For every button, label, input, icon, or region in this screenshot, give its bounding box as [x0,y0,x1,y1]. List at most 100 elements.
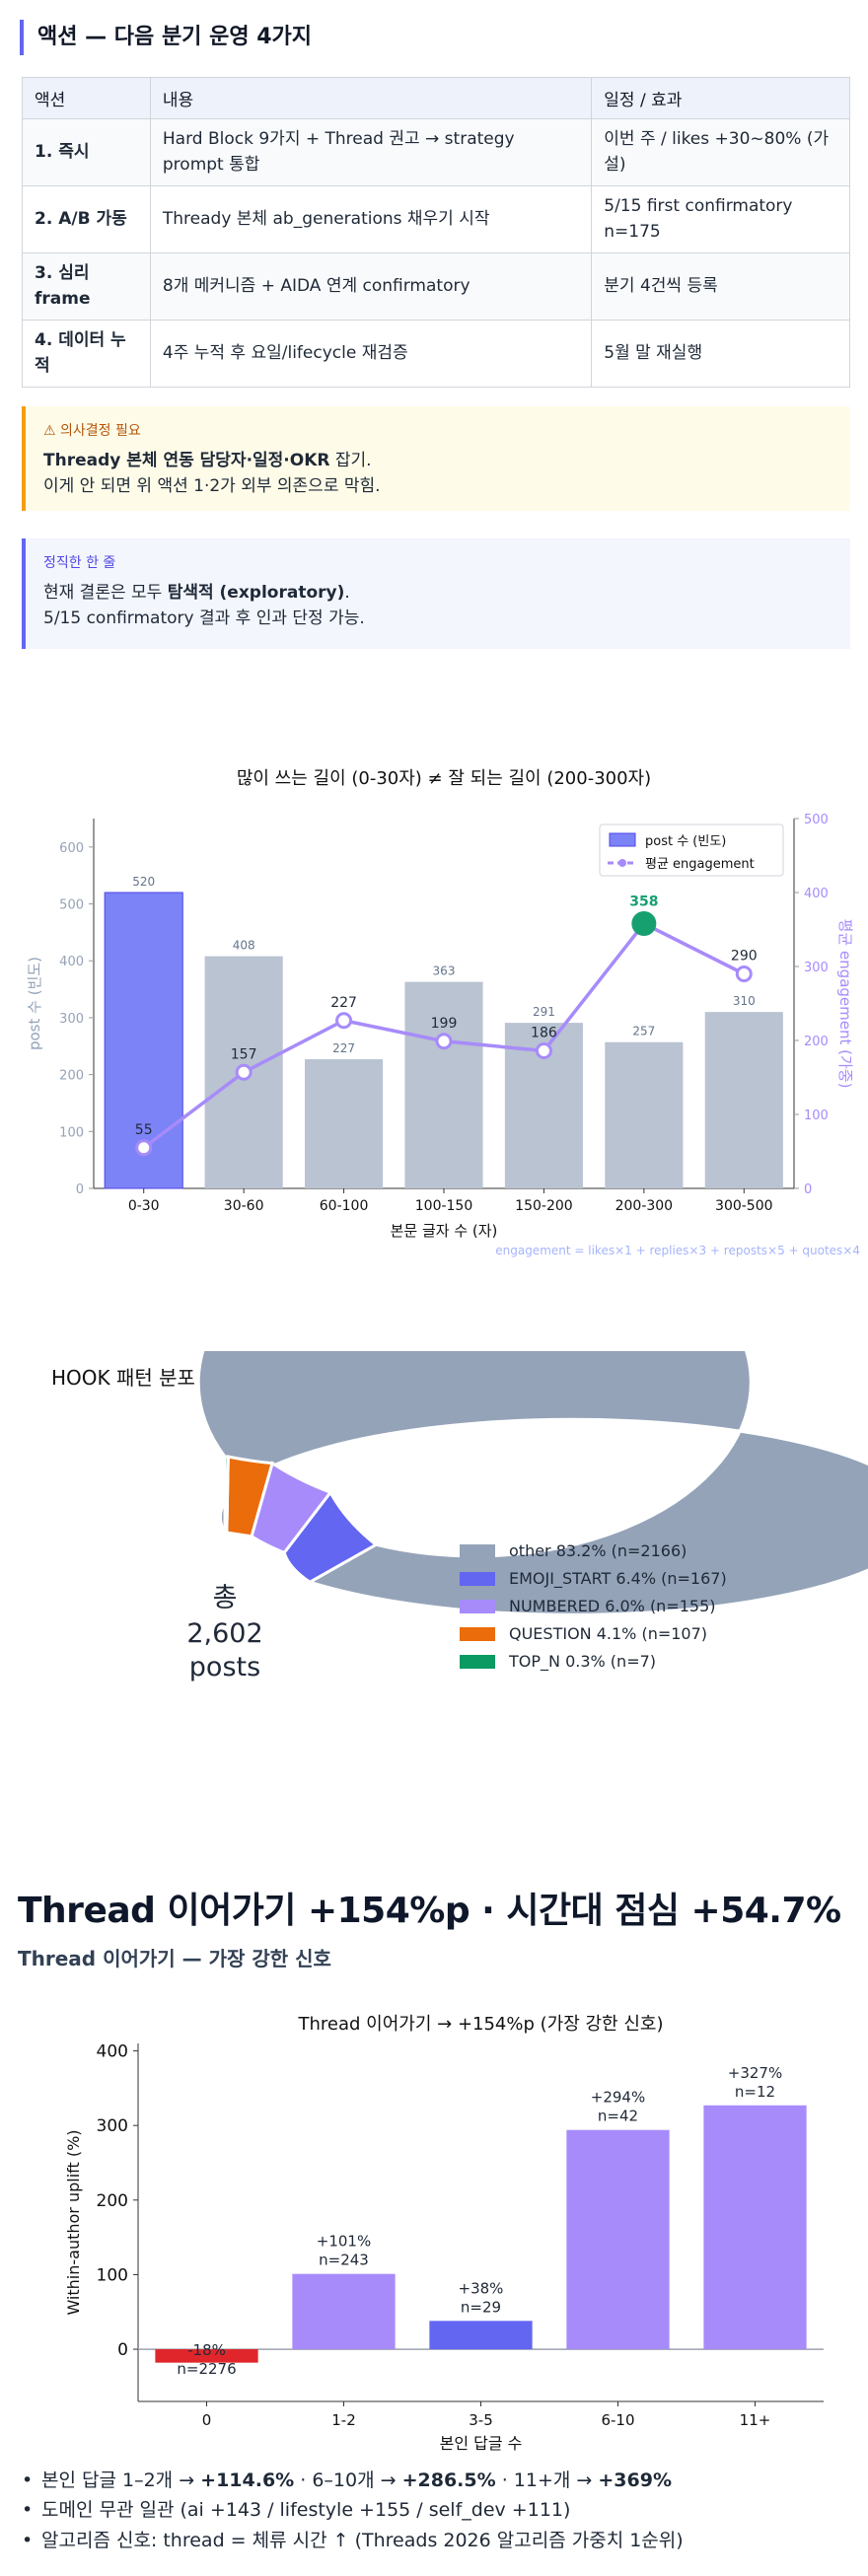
decision-callout-line1: Thready 본체 연동 담당자·일정·OKR 잡기. [43,448,832,473]
actions-table: 액션 내용 일정 / 효과 1. 즉시 Hard Block 9가지 + Thr… [22,77,850,388]
note-bold: +114.6% [200,2469,295,2491]
bar-value-label: 291 [533,1005,555,1019]
legend-swatch [460,1572,495,1586]
engagement-point [735,966,753,982]
x-tick-label: 150-200 [515,1198,573,1214]
engagement-value-label: 199 [431,1016,458,1032]
chart-legend: post 수 (빈도) 평균 engagement [599,823,784,877]
bar-count-label: n=243 [319,2252,369,2269]
note-bold: +369% [598,2469,672,2491]
legend-label: NUMBERED 6.0% (n=155) [509,1597,716,1615]
engagement-point [135,1139,153,1157]
x-tick-label: 300-500 [715,1198,773,1214]
engagement-value-label: 157 [231,1046,257,1062]
honest-callout-line1: 현재 결론은 모두 탐색적 (exploratory). [43,580,832,606]
x-tick-label: 0 [202,2411,212,2429]
x-tick-label: 100-150 [415,1198,473,1214]
y2-tick-label: 0 [804,1182,812,1197]
legend-label: TOP_N 0.3% (n=7) [508,1652,656,1672]
table-row: 3. 심리 frame 8개 메커니즘 + AIDA 연계 confirmato… [22,252,850,321]
bar [155,2349,258,2363]
bar-value-label: 310 [733,994,756,1008]
donut-slice [223,1455,230,1535]
legend-swatch [460,1627,495,1641]
honest-post-text: . [344,583,350,603]
x-tick-label: 11+ [740,2411,771,2429]
x-tick-label: 0-30 [128,1198,160,1214]
column-header: 내용 [149,77,593,119]
donut-slice [196,1351,868,1616]
legend-swatch-marker [618,859,626,867]
decision-callout: ⚠ 의사결정 필요 Thready 본체 연동 담당자·일정·OKR 잡기. 이… [22,406,850,511]
bar-count-label: n=29 [461,2298,501,2316]
bar-count-label: n=12 [735,2083,775,2101]
action-cell: 1. 즉시 [22,118,151,186]
honest-callout: 정직한 한 줄 현재 결론은 모두 탐색적 (exploratory). 5/1… [22,538,850,649]
action-cell: 2. A/B 가동 [22,185,151,253]
engagement-value-label: 186 [531,1026,557,1041]
engagement-value-label: 358 [629,894,658,910]
y2-axis-label: 평균 engagement (가중) [836,919,854,1089]
donut-center-label: 총 [213,1583,238,1613]
note-bold: +286.5% [401,2469,496,2491]
honest-callout-title: 정직한 한 줄 [43,555,116,571]
x-axis-label: 본문 글자 수 (자) [391,1222,498,1240]
donut-center-unit: posts [189,1652,260,1682]
bar [104,892,183,1189]
note-text: · 11+개 → [495,2469,599,2491]
y-tick-label: 400 [97,2042,128,2062]
y2-tick-label: 500 [804,813,829,827]
list-item: 본인 답글 1–2개 → +114.6% · 6–10개 → +286.5% ·… [20,2466,848,2496]
thread-section-heading: Thread 이어가기 +154%p · 시간대 점심 +54.7% [18,1891,841,1931]
x-tick-label: 200-300 [615,1198,674,1214]
table-row: 2. A/B 가동 Thready 본체 ab_generations 채우기 … [22,185,850,253]
x-axis-label: 본인 답글 수 [440,2434,523,2453]
y2-tick-label: 200 [804,1035,829,1049]
content-cell: 4주 누적 후 요일/lifecycle 재검증 [149,320,593,388]
engagement-value-label: 227 [330,995,357,1011]
y-tick-label: 200 [97,2191,128,2211]
chart-footnote: engagement = likes×1 + replies×3 + repos… [495,1244,860,1257]
action-cell: 3. 심리 frame [22,252,151,321]
bar [292,2273,396,2350]
x-tick-label: 30-60 [224,1198,264,1214]
x-tick-label: 1-2 [331,2411,356,2429]
bar [703,2105,807,2350]
engagement-point [335,1012,353,1030]
findings-list: 본인 답글 1–2개 → +114.6% · 6–10개 → +286.5% ·… [20,2466,848,2556]
legend-label: other 83.2% (n=2166) [509,1541,687,1560]
bar-count-label: n=2276 [177,2360,236,2378]
note-text: 본인 답글 1–2개 → [41,2469,201,2491]
action-cell: 4. 데이터 누적 [22,320,151,388]
honest-bold-text: 탐색적 (exploratory) [167,583,345,603]
engagement-point [235,1063,253,1081]
actions-heading: 액션 — 다음 분기 운영 4가지 [20,20,848,55]
legend-label: 평균 engagement [645,857,755,872]
y-tick-label: 300 [97,2116,128,2136]
engagement-point [631,911,657,936]
y2-tick-label: 100 [804,1109,829,1123]
legend-label: QUESTION 4.1% (n=107) [509,1624,707,1643]
bar-value-label: +294% [591,2089,645,2107]
table-row: 1. 즉시 Hard Block 9가지 + Thread 권고 → strat… [22,118,850,186]
y-tick-label: 200 [59,1069,84,1084]
content-cell: Thready 본체 ab_generations 채우기 시작 [149,185,593,253]
y-axis-label: post 수 (빈도) [26,957,43,1050]
length-engagement-chart: 많이 쓰는 길이 (0-30자) ≠ 잘 되는 길이 (200-300자) 0 10… [26,768,860,1257]
bar-value-label: 363 [433,965,456,978]
bar [404,981,483,1188]
bar-count-label: n=42 [598,2108,638,2125]
thread-section-subheading: Thread 이어가기 — 가장 강한 신호 [18,1947,331,1970]
note-text: · 6–10개 → [294,2469,402,2491]
table-row: 4. 데이터 누적 4주 누적 후 요일/lifecycle 재검증 5월 말 … [22,320,850,388]
decision-callout-line2: 이게 안 되면 위 액션 1·2가 외부 의존으로 막힘. [43,476,381,497]
x-tick-label: 60-100 [320,1198,369,1214]
legend-box [599,823,784,877]
hook-pattern-donut-chart: HOOK 패턴 분포 — 'other'가 압도적총2,602postsothe… [51,1351,868,1682]
legend-swatch [460,1544,495,1558]
x-tick-label: 3-5 [469,2411,493,2429]
content-cell: 8개 메커니즘 + AIDA 연계 confirmatory [149,252,593,321]
legend-swatch [460,1600,495,1613]
bar-value-label: 520 [132,875,155,889]
y-tick-label: 300 [59,1012,84,1027]
